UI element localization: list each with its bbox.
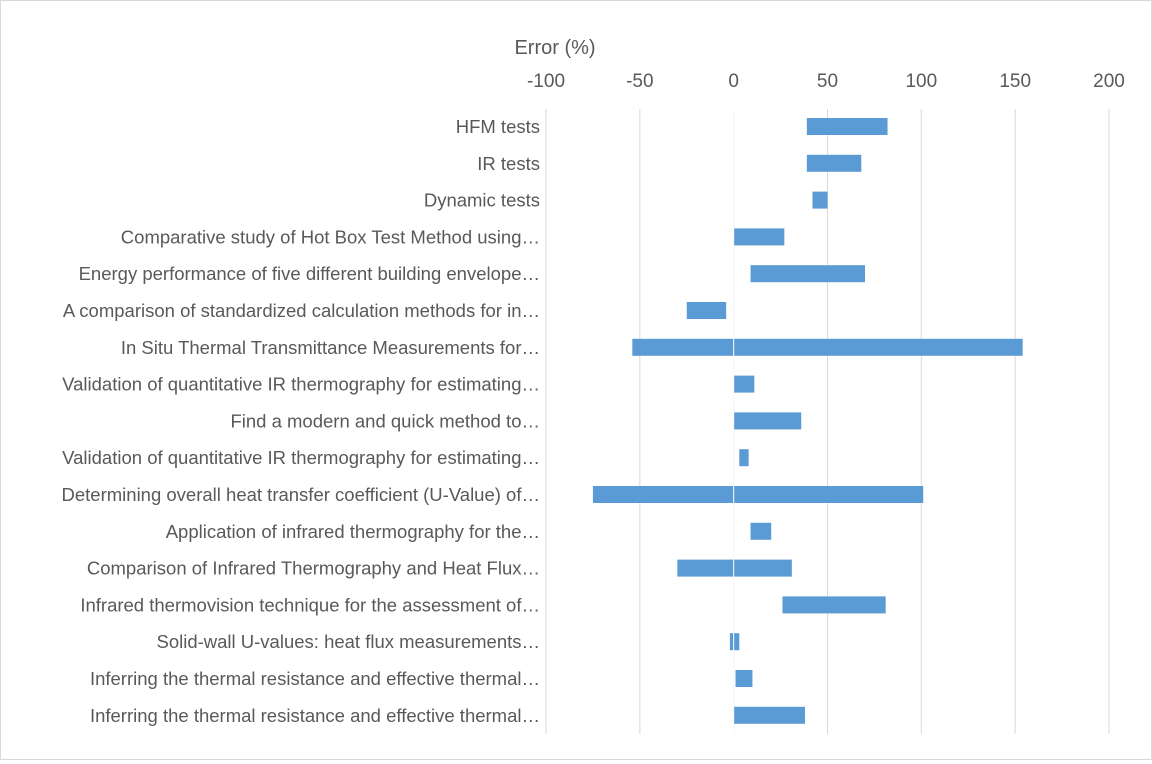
bar <box>733 706 805 724</box>
bar <box>733 228 785 246</box>
category-label: Inferring the thermal resistance and eff… <box>90 705 540 726</box>
x-tick-label: -50 <box>626 71 653 92</box>
category-label: Comparison of Infrared Thermography and … <box>87 558 540 579</box>
bar <box>632 338 1023 356</box>
bar <box>750 522 772 540</box>
x-tick-label: 200 <box>1093 71 1125 92</box>
x-tick-label: 50 <box>817 71 838 92</box>
category-label: Validation of quantitative IR thermograp… <box>62 447 540 468</box>
category-labels: HFM tests IR tests Dynamic tests Comparativ… <box>62 116 540 726</box>
category-label: Find a modern and quick method to… <box>230 410 540 431</box>
x-axis-title: Error (%) <box>514 37 595 59</box>
bar <box>735 670 753 687</box>
category-label: Determining overall heat transfer coeffi… <box>62 484 540 505</box>
bar <box>729 633 740 651</box>
category-label: Dynamic tests <box>424 190 540 211</box>
bar <box>677 559 792 577</box>
category-label: IR tests <box>477 153 540 174</box>
bar <box>782 596 886 614</box>
bar <box>733 412 802 430</box>
category-label: Validation of quantitative IR thermograp… <box>62 374 540 395</box>
x-tick-labels: -100 -50 0 50 100 150 200 <box>527 71 1125 92</box>
category-label: A comparison of standardized calculation… <box>63 300 540 321</box>
x-tick-label: -100 <box>527 71 565 92</box>
category-label: Solid-wall U-values: heat flux measureme… <box>156 631 540 652</box>
category-label: In Situ Thermal Transmittance Measuremen… <box>121 337 540 358</box>
x-tick-label: 150 <box>999 71 1031 92</box>
bar <box>739 449 749 467</box>
bars <box>592 109 1023 734</box>
bar <box>806 118 888 135</box>
category-label: Application of infrared thermography for… <box>166 521 540 542</box>
bar <box>812 191 828 209</box>
category-label: HFM tests <box>456 116 540 137</box>
category-label: Energy performance of five different bui… <box>79 263 540 284</box>
bar <box>806 154 862 172</box>
category-label: Inferring the thermal resistance and eff… <box>90 668 540 689</box>
bar <box>686 302 727 319</box>
x-tick-label: 0 <box>728 71 739 92</box>
bar <box>733 375 755 393</box>
x-tick-label: 100 <box>905 71 937 92</box>
category-label: Comparative study of Hot Box Test Method… <box>121 226 540 247</box>
category-label: Infrared thermovision technique for the … <box>80 594 540 615</box>
bar <box>592 486 924 503</box>
bar <box>750 265 866 283</box>
